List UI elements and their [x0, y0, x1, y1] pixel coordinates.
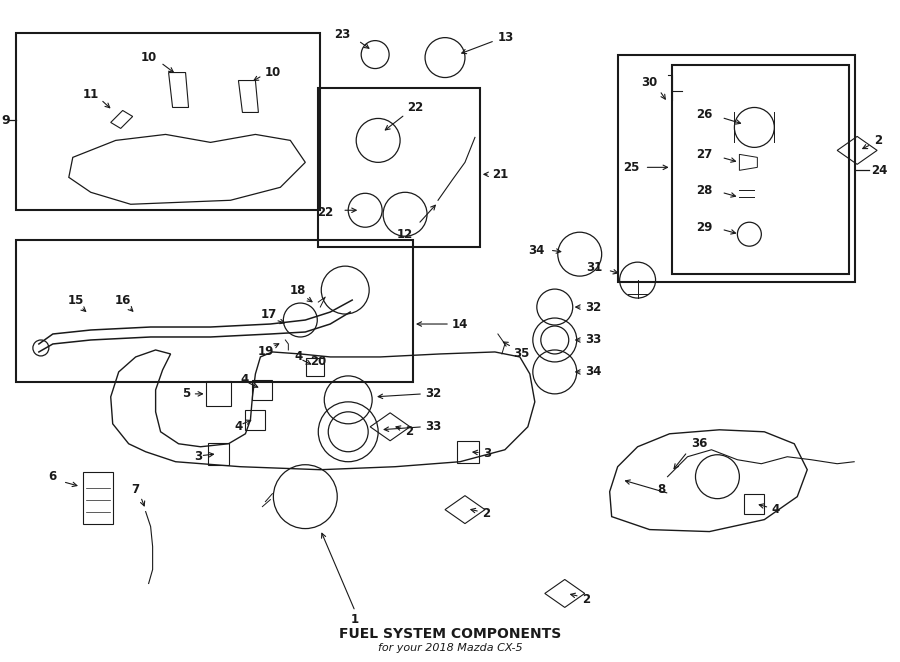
Text: 2: 2 — [405, 425, 413, 438]
Bar — [246, 410, 266, 430]
Text: 24: 24 — [871, 164, 887, 177]
Text: 22: 22 — [407, 101, 423, 114]
Text: 11: 11 — [83, 88, 99, 101]
Bar — [16, 240, 413, 382]
Text: 33: 33 — [585, 334, 601, 346]
Text: 8: 8 — [657, 483, 666, 496]
Text: 31: 31 — [587, 261, 603, 273]
Text: 6: 6 — [49, 470, 57, 483]
Bar — [208, 443, 230, 465]
Text: 4: 4 — [234, 420, 242, 434]
Text: 10: 10 — [140, 51, 157, 64]
Text: 9: 9 — [2, 114, 10, 127]
Text: 36: 36 — [691, 438, 707, 450]
Text: for your 2018 Mazda CX-5: for your 2018 Mazda CX-5 — [378, 643, 522, 653]
Text: 25: 25 — [624, 161, 640, 174]
Text: 22: 22 — [317, 206, 333, 218]
Bar — [16, 32, 320, 211]
Text: 21: 21 — [492, 168, 508, 181]
Text: 34: 34 — [585, 365, 601, 379]
Text: 35: 35 — [514, 348, 530, 360]
Bar — [306, 358, 324, 376]
Text: 23: 23 — [334, 28, 350, 41]
Text: 32: 32 — [425, 387, 441, 401]
Text: 4: 4 — [771, 503, 779, 516]
Bar — [617, 54, 855, 282]
Bar — [744, 494, 764, 514]
Bar — [252, 380, 273, 400]
Text: 15: 15 — [68, 293, 84, 307]
Text: 19: 19 — [257, 346, 274, 358]
Bar — [206, 381, 231, 406]
Text: 4: 4 — [294, 350, 302, 363]
Bar — [457, 441, 479, 463]
Text: 4: 4 — [240, 373, 248, 387]
Text: 10: 10 — [265, 66, 281, 79]
Text: 1: 1 — [351, 613, 359, 626]
Text: 34: 34 — [528, 244, 544, 257]
Text: 20: 20 — [310, 355, 327, 369]
Text: 3: 3 — [194, 450, 202, 463]
Bar — [671, 65, 850, 274]
Bar — [319, 87, 480, 247]
Text: 16: 16 — [114, 293, 130, 307]
Text: 2: 2 — [874, 134, 882, 147]
Text: FUEL SYSTEM COMPONENTS: FUEL SYSTEM COMPONENTS — [339, 628, 561, 641]
Text: 12: 12 — [397, 228, 413, 241]
Text: 17: 17 — [260, 308, 276, 320]
Text: 13: 13 — [498, 31, 514, 44]
Text: 2: 2 — [482, 507, 490, 520]
Text: 2: 2 — [581, 593, 590, 606]
Text: 32: 32 — [585, 301, 601, 314]
Text: 3: 3 — [483, 448, 491, 460]
Text: 29: 29 — [697, 220, 713, 234]
Text: 28: 28 — [697, 184, 713, 197]
Text: 30: 30 — [642, 76, 658, 89]
Text: 26: 26 — [697, 108, 713, 121]
Text: 5: 5 — [183, 387, 191, 401]
Text: 18: 18 — [290, 283, 307, 297]
Text: 27: 27 — [697, 148, 713, 161]
Text: 7: 7 — [131, 483, 140, 496]
Text: 33: 33 — [425, 420, 441, 434]
Text: 14: 14 — [452, 318, 468, 330]
